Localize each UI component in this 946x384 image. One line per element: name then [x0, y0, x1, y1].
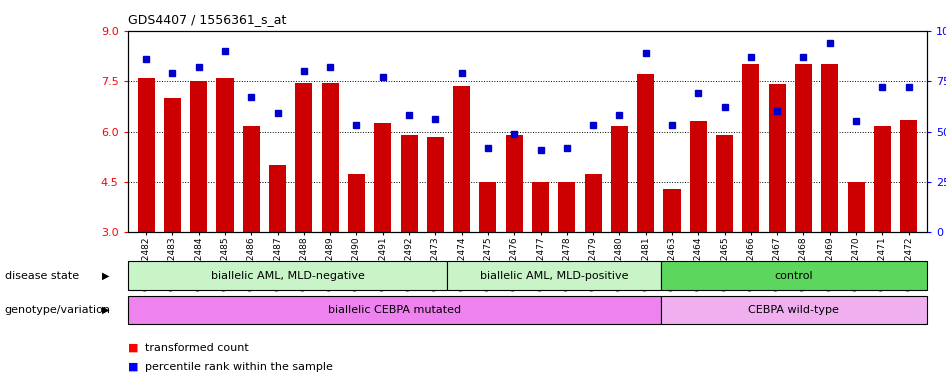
Bar: [660, 261, 927, 290]
Text: transformed count: transformed count: [145, 343, 249, 353]
Bar: [427, 137, 444, 232]
Bar: [585, 174, 602, 232]
Text: biallelic AML, MLD-negative: biallelic AML, MLD-negative: [211, 270, 364, 281]
Bar: [506, 135, 523, 232]
Bar: [769, 84, 786, 232]
Text: genotype/variation: genotype/variation: [5, 305, 111, 315]
Text: CEBPA wild-type: CEBPA wild-type: [748, 305, 839, 315]
Text: ▶: ▶: [102, 305, 110, 315]
Text: GDS4407 / 1556361_s_at: GDS4407 / 1556361_s_at: [128, 13, 286, 26]
Bar: [660, 296, 927, 324]
Bar: [901, 120, 918, 232]
Bar: [269, 165, 286, 232]
Bar: [821, 64, 838, 232]
Text: control: control: [775, 270, 814, 281]
Text: biallelic CEBPA mutated: biallelic CEBPA mutated: [327, 305, 461, 315]
Bar: [690, 121, 707, 232]
Bar: [611, 126, 628, 232]
Bar: [137, 78, 154, 232]
Bar: [375, 123, 392, 232]
Bar: [295, 83, 312, 232]
Bar: [743, 64, 760, 232]
Text: biallelic AML, MLD-positive: biallelic AML, MLD-positive: [480, 270, 628, 281]
Bar: [400, 135, 417, 232]
Text: ■: ■: [128, 343, 138, 353]
Bar: [348, 174, 365, 232]
Bar: [322, 83, 339, 232]
Text: ■: ■: [128, 362, 138, 372]
Text: percentile rank within the sample: percentile rank within the sample: [145, 362, 333, 372]
Bar: [453, 86, 470, 232]
Bar: [243, 126, 260, 232]
Bar: [532, 182, 549, 232]
Bar: [558, 182, 575, 232]
Bar: [848, 182, 865, 232]
Bar: [447, 261, 660, 290]
Text: ▶: ▶: [102, 270, 110, 281]
Bar: [128, 261, 447, 290]
Bar: [663, 189, 680, 232]
Bar: [638, 74, 655, 232]
Bar: [874, 126, 891, 232]
Bar: [716, 135, 733, 232]
Bar: [164, 98, 181, 232]
Text: disease state: disease state: [5, 270, 79, 281]
Bar: [217, 78, 234, 232]
Bar: [128, 296, 660, 324]
Bar: [190, 81, 207, 232]
Bar: [795, 64, 812, 232]
Bar: [480, 182, 497, 232]
